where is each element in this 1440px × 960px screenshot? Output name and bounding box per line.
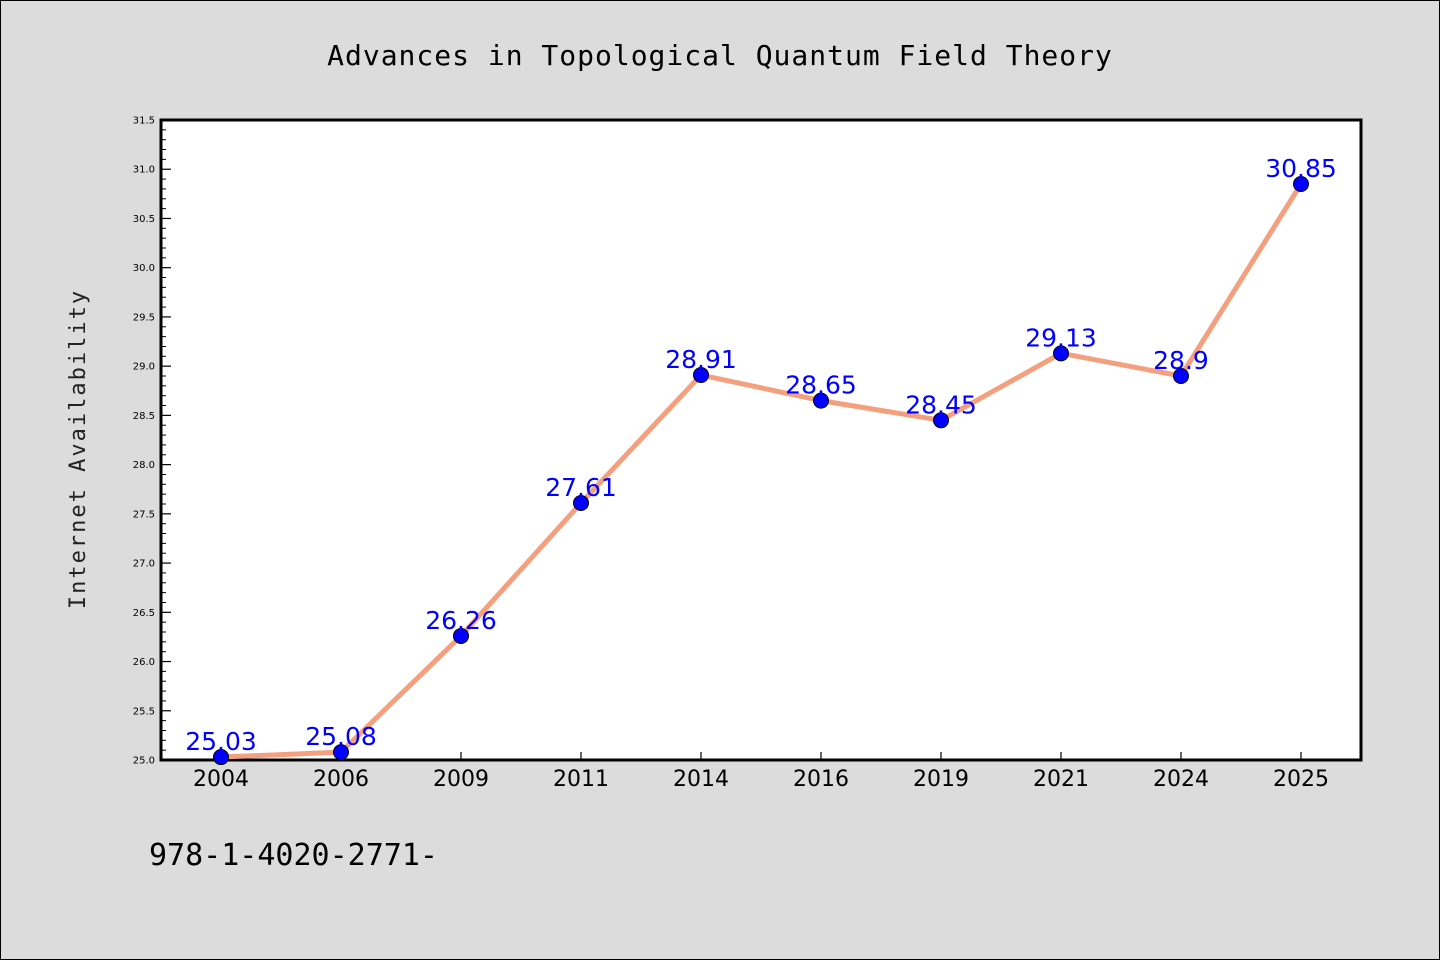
y-tick-label: 30.0	[133, 263, 155, 274]
x-tick-label: 2021	[1033, 767, 1089, 792]
data-label: 28.45	[905, 390, 977, 419]
data-point	[1173, 368, 1189, 384]
x-tick-label: 2011	[553, 767, 609, 792]
plot-area	[159, 118, 1363, 762]
data-label: 28.91	[665, 345, 737, 374]
y-tick-label: 27.5	[133, 509, 155, 520]
y-tick-label: 31.0	[133, 165, 155, 176]
chart-title: Advances in Topological Quantum Field Th…	[327, 39, 1113, 72]
series-line	[218, 181, 1304, 760]
x-tick-label: 2025	[1273, 767, 1329, 792]
data-point	[333, 744, 349, 761]
data-point	[693, 367, 709, 384]
y-tick-label: 25.0	[133, 756, 155, 767]
y-tick-label: 29.0	[133, 362, 155, 373]
data-labels: 25.03 25.08 26.26 27.61 28.91 28.65 28.45 29.13…	[185, 154, 1337, 756]
data-point	[573, 495, 589, 512]
x-axis-ticks: 2004 2006 2009 2011 2014 2016 2019 2021 2024 2025	[193, 752, 1329, 792]
y-tick-label: 25.5	[133, 706, 155, 717]
x-tick-label: 2019	[913, 767, 969, 792]
x-tick-label: 2024	[1153, 767, 1209, 792]
data-point	[933, 412, 949, 429]
x-tick-label: 2009	[433, 767, 489, 792]
data-label: 25.08	[305, 722, 377, 751]
x-tick-label: 2006	[313, 767, 369, 792]
y-axis-label: Internet Availability	[66, 289, 91, 609]
y-tick-label: 29.5	[133, 312, 155, 323]
y-tick-label: 26.0	[133, 657, 155, 668]
x-tick-label: 2004	[193, 767, 249, 792]
data-label: 28.9	[1153, 346, 1209, 375]
y-tick-label: 30.5	[133, 214, 155, 225]
data-markers	[213, 176, 1309, 766]
data-point	[453, 627, 469, 644]
data-label: 30.85	[1265, 154, 1337, 183]
isbn-text: 978-1-4020-2771-	[149, 838, 438, 873]
data-point	[213, 749, 229, 766]
data-point	[813, 392, 829, 409]
data-label: 27.61	[545, 473, 617, 502]
data-label: 29.13	[1025, 323, 1097, 352]
x-tick-label: 2014	[673, 767, 729, 792]
data-label: 26.26	[425, 606, 497, 635]
y-tick-label: 31.5	[133, 116, 155, 127]
y-tick-label: 28.5	[133, 411, 155, 422]
data-label: 25.03	[185, 727, 257, 756]
y-tick-label: 26.5	[133, 608, 155, 619]
y-tick-label: 28.0	[133, 460, 155, 471]
data-label: 28.65	[785, 371, 857, 400]
data-point	[1053, 345, 1069, 362]
data-point	[1293, 176, 1309, 192]
x-tick-label: 2016	[793, 767, 849, 792]
y-axis-ticks: 25.0 25.5 26.0 26.5 27.0 27.5 28.0 28.5 29.0 29.5…	[133, 116, 171, 767]
y-tick-label: 27.0	[133, 559, 155, 570]
